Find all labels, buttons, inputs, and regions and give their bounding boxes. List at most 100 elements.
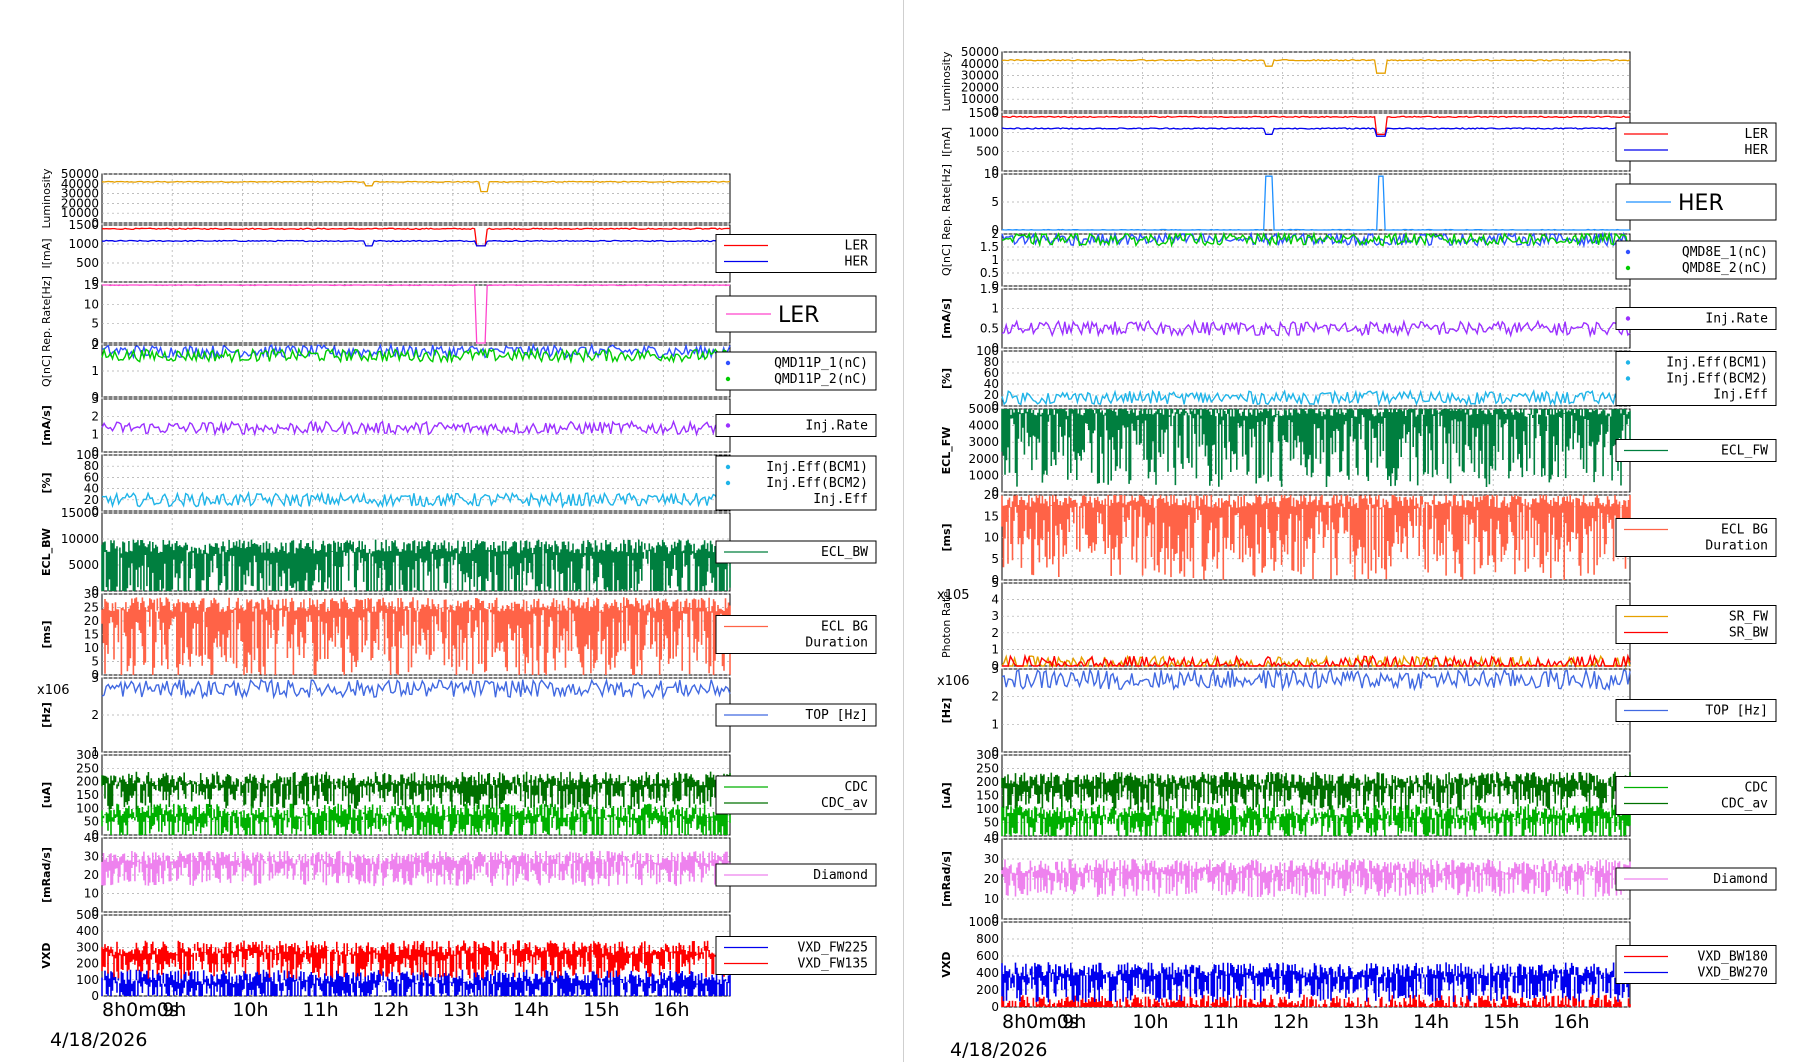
y-tick-label: 60 (984, 366, 999, 380)
y-tick-label: 100 (76, 973, 99, 987)
y-tick-label: 1 (91, 364, 99, 378)
legend-box (715, 455, 877, 511)
y-tick-label: 0 (991, 223, 999, 237)
y-tick-label: 0 (991, 912, 999, 926)
y-tick-label: 3 (991, 662, 999, 676)
subplot-left-2: 15 10 5 0 Rep. Rate[Hz] LER (40, 276, 877, 352)
legend-label: HER (845, 255, 869, 270)
y-axis-label: [%] (40, 472, 53, 493)
series-ler (1001, 115, 1631, 135)
legend-box (715, 703, 877, 727)
legend: TOP [Hz] (1615, 699, 1777, 722)
y-tick-label: 0 (91, 905, 99, 919)
x-tick-label: 14h (513, 999, 549, 1021)
plot-frame (1001, 288, 1631, 349)
legend-box (715, 414, 877, 437)
y-tick-label: 0 (991, 573, 999, 587)
series-vxd_bw270 (1001, 962, 1631, 1003)
legend-label: Inj.Eff(BCM1) (1666, 356, 1768, 371)
y-tick-label: 0 (91, 504, 99, 518)
y-axis-label: ECL_FW (940, 427, 953, 475)
y-tick-label: 25 (84, 601, 99, 615)
legend-label: VXD_FW225 (798, 941, 868, 956)
y-tick-label: 1.5 (980, 240, 999, 254)
y-axis-label: [mA/s] (40, 405, 53, 446)
y-tick-label: 0 (91, 275, 99, 289)
legend-label: Inj.Eff(BCM2) (1666, 372, 1768, 387)
y-tick-label: 0.5 (980, 266, 999, 280)
y-axis-label: Luminosity (940, 51, 953, 111)
legend-box (1615, 699, 1777, 722)
legend-box (1615, 518, 1777, 557)
legend: QMD11P_1(nC)QMD11P_2(nC) (715, 351, 877, 391)
series-inj-eff (1001, 388, 1631, 407)
legend-label: Inj.Rate (805, 419, 868, 434)
legend-box (1615, 945, 1777, 984)
y-tick-label: 20 (84, 614, 99, 628)
y-tick-label: 0 (991, 341, 999, 355)
y-tick-label: 10 (984, 531, 999, 545)
y-tick-label: 300 (976, 748, 999, 762)
y-tick-label: 100 (76, 801, 99, 815)
y-tick-label: 1 (991, 642, 999, 656)
subplot-right-4: 1.5 1 0.5 0 [mA/s] Inj.Rate (940, 282, 1777, 355)
legend-label: CDC_av (1721, 797, 1768, 812)
y-tick-label: 1500 (68, 218, 99, 232)
y-tick-label: 15 (984, 509, 999, 523)
y-tick-label: 1000 (68, 237, 99, 251)
y-axis-label: VXD (40, 942, 53, 968)
y-axis-label: [mRad/s] (40, 847, 53, 903)
legend: Inj.Eff(BCM1)Inj.Eff(BCM2)Inj.Eff (1615, 351, 1777, 406)
plot-frame (101, 344, 731, 398)
y-tick-label: 5 (991, 552, 999, 566)
y-tick-label: 1000 (968, 125, 999, 139)
legend-box (1615, 240, 1777, 280)
legend-label: QMD11P_1(nC) (774, 356, 868, 371)
y-axis-label: Rep. Rate[Hz] (940, 164, 953, 240)
legend-label: CDC (1745, 781, 1768, 796)
legend-box (715, 615, 877, 654)
legend-label: HER (1678, 191, 1724, 216)
x-tick-label: 11h (303, 999, 339, 1021)
y-axis-label: [Hz] (940, 698, 953, 724)
y-axis-label: I[mA] (940, 127, 953, 157)
legend: TOP [Hz] (715, 703, 877, 727)
legend-label: VXD_FW135 (798, 957, 868, 972)
y-tick-label: 500 (76, 908, 99, 922)
y-tick-label: 15 (84, 628, 99, 642)
y-tick-label: 20 (984, 872, 999, 886)
plot-frame (1001, 173, 1631, 231)
subplot-right-9: 3 2 1 0 [Hz] x106 TOP [Hz] (937, 662, 1777, 759)
y-tick-label: 3000 (968, 435, 999, 449)
y-tick-label: 1500 (968, 106, 999, 120)
y-tick-label: 10 (984, 892, 999, 906)
y-axis-label: Rep. Rate[Hz] (40, 276, 53, 352)
legend-label: SR_BW (1729, 626, 1768, 641)
legend-box (715, 775, 877, 815)
y-tick-label: 150 (976, 789, 999, 803)
legend-label: Diamond (813, 868, 868, 883)
y-tick-label: 4000 (968, 419, 999, 433)
series-qmd8e_2-nc- (1001, 231, 1631, 248)
y-tick-label: 5 (991, 195, 999, 209)
y-axis-label: [mA/s] (940, 298, 953, 339)
y-tick-label: 500 (976, 145, 999, 159)
legend-label: Duration (805, 636, 868, 651)
series-diamond (1001, 859, 1631, 898)
legend-label: Inj.Rate (1705, 312, 1768, 327)
plot-frame (101, 224, 731, 283)
series-vxd_fw135 (101, 940, 731, 979)
y-tick-label: 0 (991, 829, 999, 843)
y-tick-label: 2 (91, 410, 99, 424)
series-trace (101, 180, 731, 193)
y-tick-label: 0 (91, 668, 99, 682)
legend-label: Inj.Eff(BCM2) (766, 476, 868, 491)
